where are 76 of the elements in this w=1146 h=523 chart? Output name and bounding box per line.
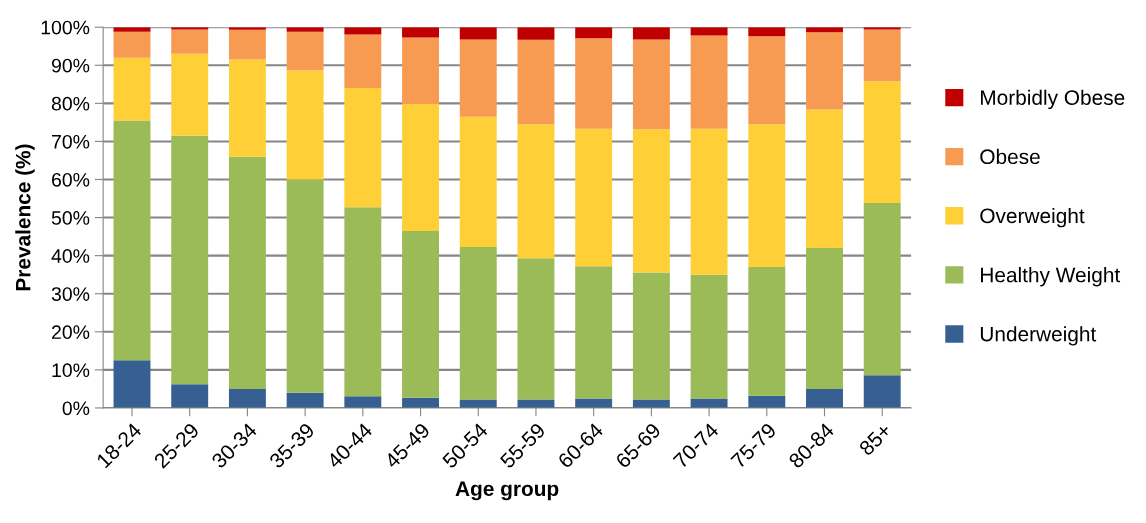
bar — [690, 274, 728, 399]
y-axis-title: Prevalence (%) — [15, 144, 35, 291]
bar — [690, 35, 728, 129]
y-tick-label: 30% — [51, 287, 90, 301]
bar — [459, 39, 497, 117]
bar — [517, 27, 555, 40]
bar — [517, 258, 555, 400]
bar — [402, 104, 440, 231]
y-tick-label: 40% — [51, 249, 90, 263]
bar — [575, 128, 613, 267]
bar — [632, 272, 670, 400]
bar — [113, 57, 151, 121]
y-tick-label: 10% — [52, 363, 90, 378]
y-tick-label: 0% — [62, 401, 90, 416]
bar — [113, 360, 151, 408]
bar — [690, 27, 728, 36]
bar — [344, 88, 382, 208]
bar — [748, 395, 786, 408]
bar — [863, 203, 901, 376]
bar — [459, 246, 497, 400]
bar — [402, 37, 440, 105]
bar — [863, 375, 901, 408]
bar — [113, 120, 151, 361]
bar — [690, 398, 728, 408]
bar — [286, 70, 324, 180]
bar — [863, 29, 901, 82]
bar — [228, 29, 266, 60]
bar — [171, 384, 209, 408]
bar — [344, 34, 382, 89]
bar — [171, 29, 209, 54]
bar — [402, 230, 440, 398]
bar — [632, 27, 670, 40]
y-tick-label: 80% — [51, 96, 90, 111]
y-tick-label: 100% — [41, 20, 90, 35]
legend-label: Obese — [980, 148, 1040, 165]
bar — [806, 388, 843, 408]
bar — [748, 124, 786, 268]
bar — [632, 129, 670, 273]
bar — [459, 116, 497, 247]
y-tick-label: 90% — [51, 58, 90, 73]
bar — [575, 266, 613, 399]
y-tick-label: 50% — [51, 211, 90, 225]
bar — [344, 207, 382, 397]
bar — [459, 27, 497, 40]
y-tick-label: 70% — [52, 134, 90, 149]
bar — [517, 124, 555, 259]
x-axis-title: Age group — [455, 481, 559, 501]
x-tick-label: 85+ — [858, 422, 893, 457]
bar — [863, 81, 901, 204]
bar — [806, 109, 843, 249]
bar — [286, 179, 324, 393]
bar — [748, 36, 786, 125]
bar — [228, 59, 266, 157]
bar — [171, 53, 209, 136]
bar — [228, 388, 266, 408]
bar — [748, 267, 786, 396]
y-tick-label: 60% — [52, 172, 90, 187]
bar — [806, 248, 843, 389]
bar — [228, 156, 266, 389]
bar — [171, 135, 209, 385]
bar — [575, 38, 613, 129]
bar — [286, 392, 324, 408]
bar — [690, 128, 728, 275]
legend-label: Healthy Weight — [981, 267, 1121, 287]
bar — [632, 39, 670, 130]
y-tick-label: 20% — [52, 325, 90, 340]
legend-label: Morbidly Obese — [981, 89, 1125, 110]
bar — [806, 32, 843, 110]
bar — [113, 31, 151, 58]
bar — [344, 396, 382, 408]
bar — [286, 31, 324, 71]
bar — [575, 398, 613, 408]
legend-label: Overweight — [980, 207, 1085, 228]
bar — [575, 27, 613, 39]
legend-label: Underweight — [980, 326, 1097, 346]
bar — [517, 39, 555, 125]
